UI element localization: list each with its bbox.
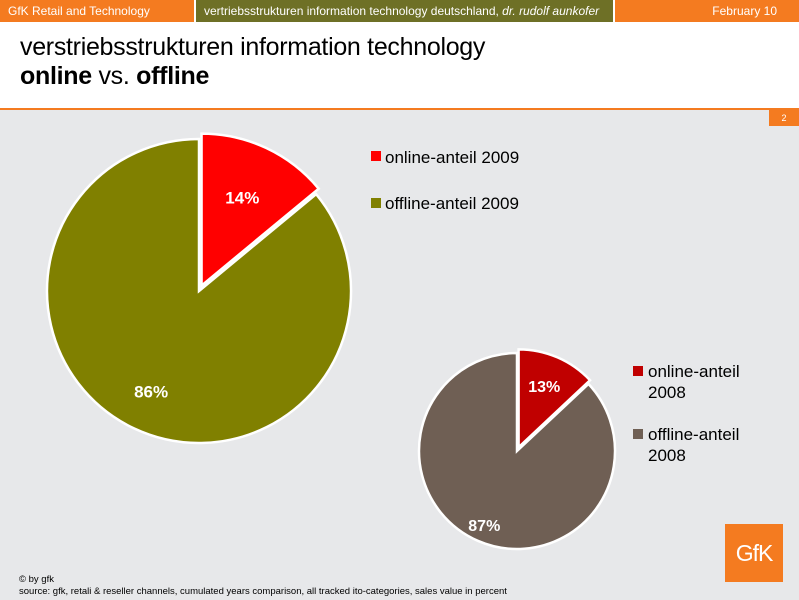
pie-data-label-2009-online: 14% (225, 188, 259, 207)
title-divider (0, 108, 799, 110)
pie-data-label-2009-offline: 86% (134, 382, 168, 401)
pie-data-label-2008-offline: 87% (468, 518, 500, 535)
legend-line: 2008 (648, 446, 686, 465)
legend-line: offline-anteil (648, 425, 740, 444)
pie-slice-2009-online (200, 132, 321, 289)
pie-slice-2008-online (517, 348, 592, 451)
legend-label-offline-2008: offline-anteil 2008 (648, 424, 739, 466)
legend-label-offline-2009: offline-anteil 2009 (385, 194, 519, 213)
header-date: February 10 (615, 0, 799, 22)
header-company: GfK Retail and Technology (0, 0, 194, 22)
title-online: online (20, 62, 92, 90)
header-divider (613, 0, 615, 22)
pie-slice-2009-offline (45, 137, 353, 445)
gfk-logo: GfK (725, 524, 783, 582)
legend-swatch-online-2008 (633, 366, 643, 376)
header-topic-author: dr. rudolf aunkofer (502, 4, 600, 18)
legend-swatch-online-2009 (371, 151, 381, 161)
header-topic-main: vertriebsstrukturen information technolo… (204, 4, 499, 18)
title-line-2: online vs. offline (20, 62, 485, 91)
pie-slice-2008-offline (417, 351, 617, 551)
copyright: © by gfk (19, 574, 54, 585)
legend-swatch-offline-2009 (371, 198, 381, 208)
page-title: verstriebsstrukturen information technol… (20, 33, 485, 91)
header-topic: vertriebsstrukturen information technolo… (196, 0, 613, 22)
pie-data-label-2008-online: 13% (528, 379, 560, 396)
legend-swatch-offline-2008 (633, 429, 643, 439)
title-line-1: verstriebsstrukturen information technol… (20, 33, 486, 61)
legend-line: online-anteil (648, 362, 740, 381)
source-note: source: gfk, retali & reseller channels,… (19, 586, 507, 597)
title-vs: vs. (98, 62, 130, 90)
legend-label-online-2009: online-anteil 2009 (385, 148, 520, 167)
title-offline: offline (136, 62, 210, 90)
header-divider (194, 0, 196, 22)
header-bar: GfK Retail and Technology vertriebsstruk… (0, 0, 799, 22)
page-number: 2 (769, 110, 799, 126)
legend-label-online-2008: online-anteil 2008 (648, 361, 740, 403)
legend-line: 2008 (648, 383, 686, 402)
